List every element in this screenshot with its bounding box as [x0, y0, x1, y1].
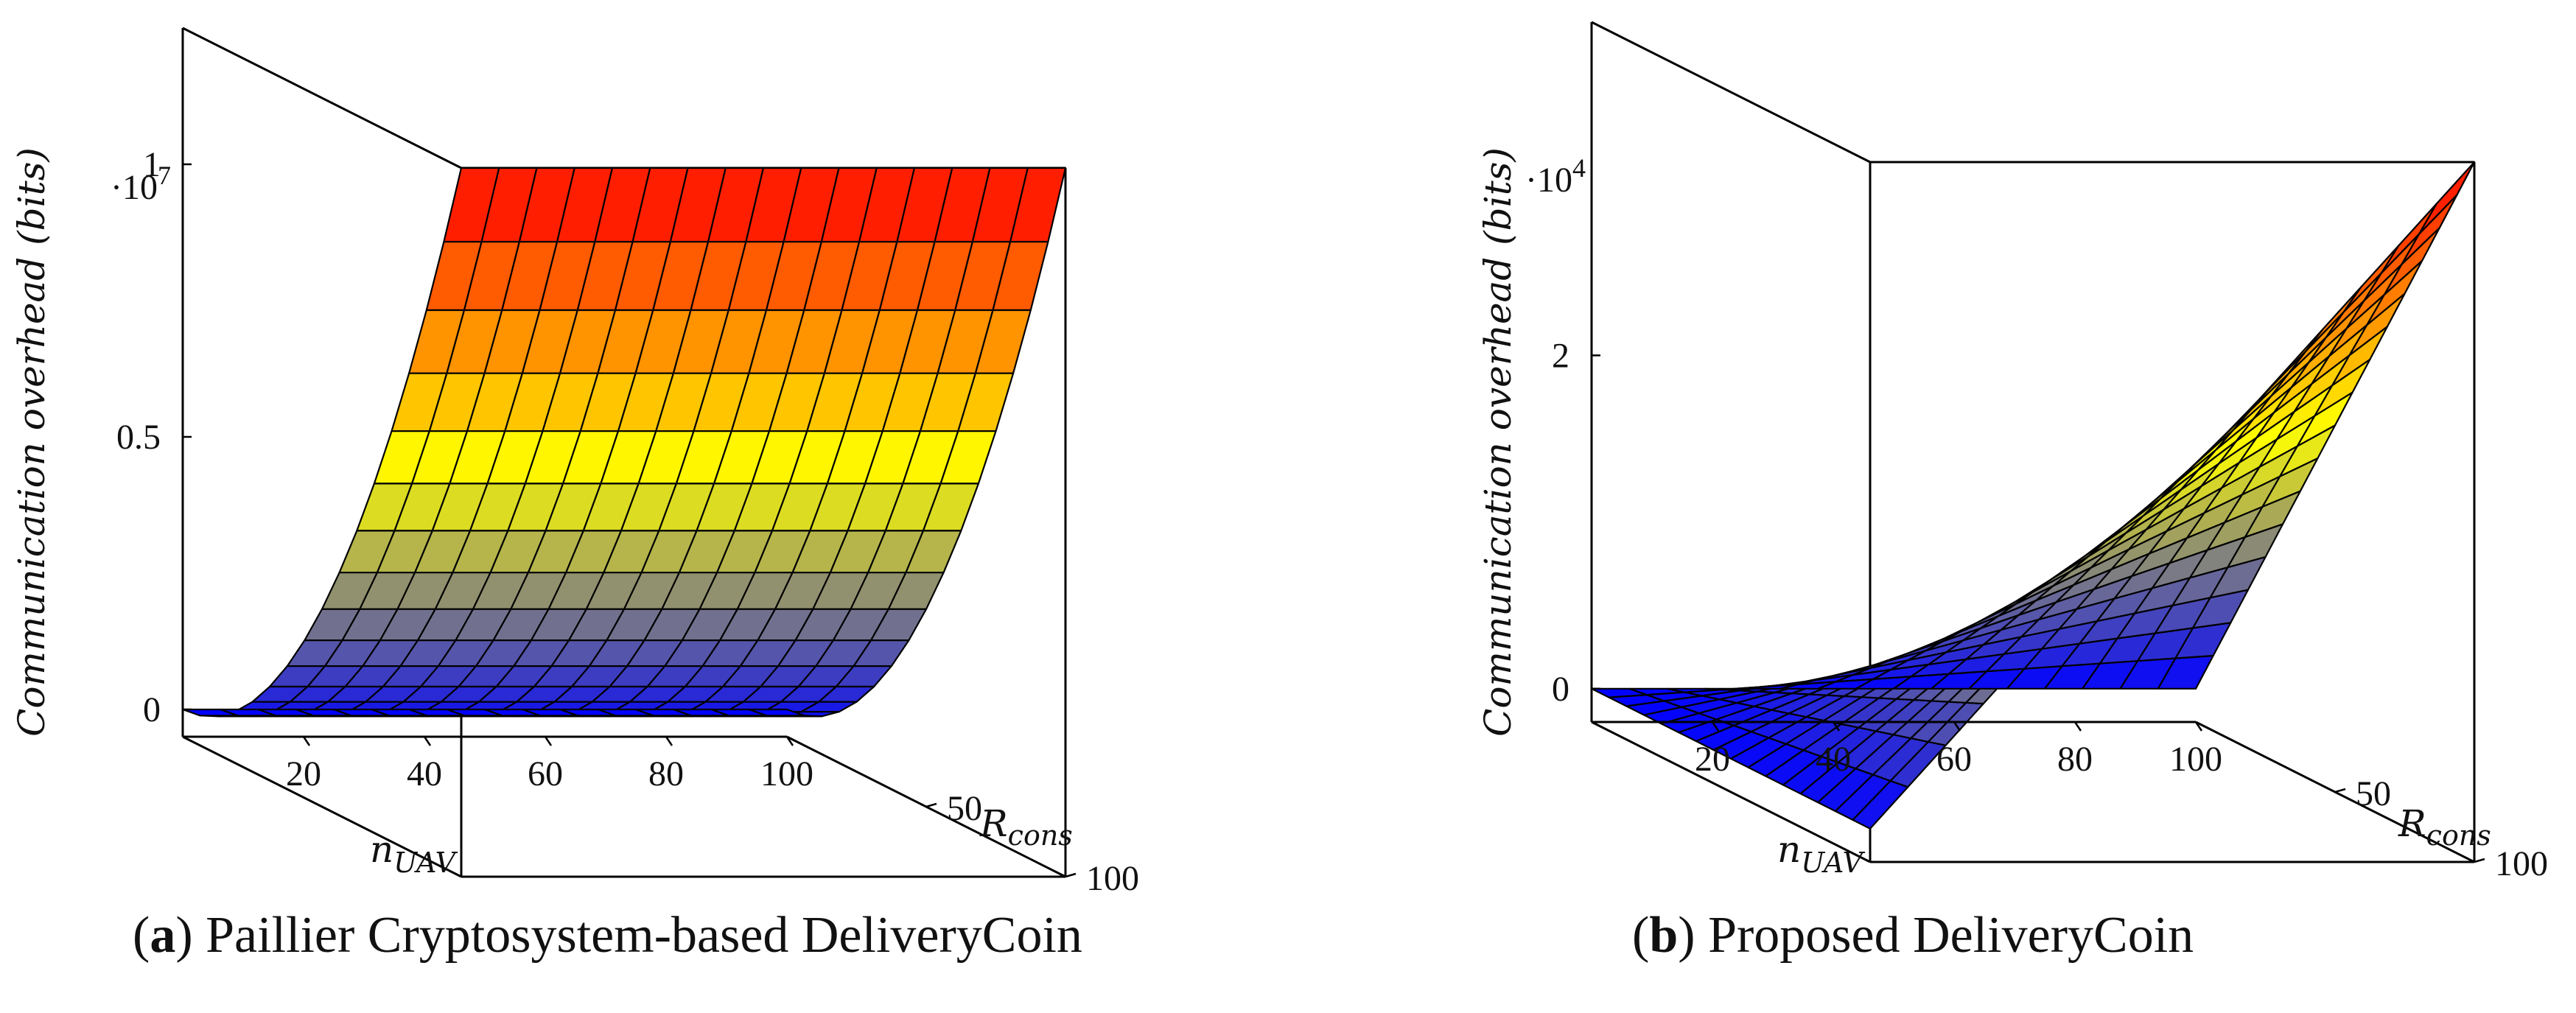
z-tick-label: 0 [1552, 670, 1569, 709]
x-tick-mark [302, 736, 311, 746]
x-tick-label: 40 [1816, 740, 1851, 779]
x-tick-label: 20 [1695, 740, 1730, 779]
surface [1590, 161, 2476, 830]
caption-text-a: Paillier Cryptosystem-based DeliveryCoin [206, 907, 1082, 964]
x-tick-label: 80 [648, 754, 684, 793]
z-exponent-label: ·107 [111, 161, 171, 207]
surface-patch [2401, 194, 2458, 265]
x-tick-mark [2073, 721, 2082, 732]
z-tick-label: 0.5 [116, 418, 161, 457]
y-tick-mark [2334, 788, 2346, 793]
x-tick-mark [2194, 721, 2203, 732]
x-tick-label: 40 [407, 754, 442, 793]
z-tick-label: 2 [1552, 336, 1569, 375]
y-tick-label: 100 [2495, 844, 2548, 883]
x-tick-mark [1711, 721, 1720, 732]
z-axis-label: Communication overhead (bits) [1477, 147, 1519, 737]
surface [181, 167, 1067, 718]
y-axis-label: Rcons [2398, 802, 2491, 852]
z-exponent-label: ·104 [1525, 153, 1586, 200]
y-tick-label: 100 [1086, 859, 1139, 898]
x-tick-label: 60 [1936, 740, 1972, 779]
x-axis-label: nUAV [1777, 828, 1866, 879]
z-tick-label: 1 [143, 145, 161, 184]
surface-patch [2418, 161, 2476, 235]
x-tick-mark [544, 736, 553, 746]
x-axis-label: nUAV [370, 828, 458, 879]
z-axis-label: Communication overhead (bits) [10, 147, 53, 737]
caption-panel-a: (a) Paillier Cryptosystem-based Delivery… [133, 907, 1082, 964]
caption-text-b: Proposed DeliveryCoin [1708, 907, 2194, 964]
z-tick-label: 0 [143, 690, 161, 729]
y-tick-mark [1065, 872, 1077, 878]
x-tick-mark [665, 736, 673, 746]
y-tick-mark [925, 802, 937, 808]
x-tick-label: 100 [2169, 740, 2222, 779]
caption-panel-b: (b) Proposed DeliveryCoin [1632, 907, 2194, 964]
x-tick-label: 60 [528, 754, 563, 793]
surface-patch [748, 708, 805, 717]
chart-panel-a: 20 40 60 80 100 50 100 0 0.5 1·107 Communication o… [10, 27, 1139, 898]
y-tick-label: 50 [947, 789, 982, 828]
x-tick-label: 20 [286, 754, 321, 793]
panel-letter-b: b [1649, 907, 1679, 964]
x-tick-mark [1832, 721, 1841, 732]
y-tick-label: 50 [2356, 774, 2391, 813]
x-tick-label: 80 [2057, 740, 2093, 779]
x-tick-mark [1953, 721, 1961, 732]
surface-patch [2157, 654, 2214, 690]
x-tick-label: 100 [760, 754, 813, 793]
y-tick-mark [2474, 858, 2485, 863]
y-axis-label: Rcons [979, 802, 1073, 852]
x-tick-mark [423, 736, 432, 746]
panel-letter-a: a [150, 907, 176, 964]
x-tick-mark [785, 736, 794, 746]
